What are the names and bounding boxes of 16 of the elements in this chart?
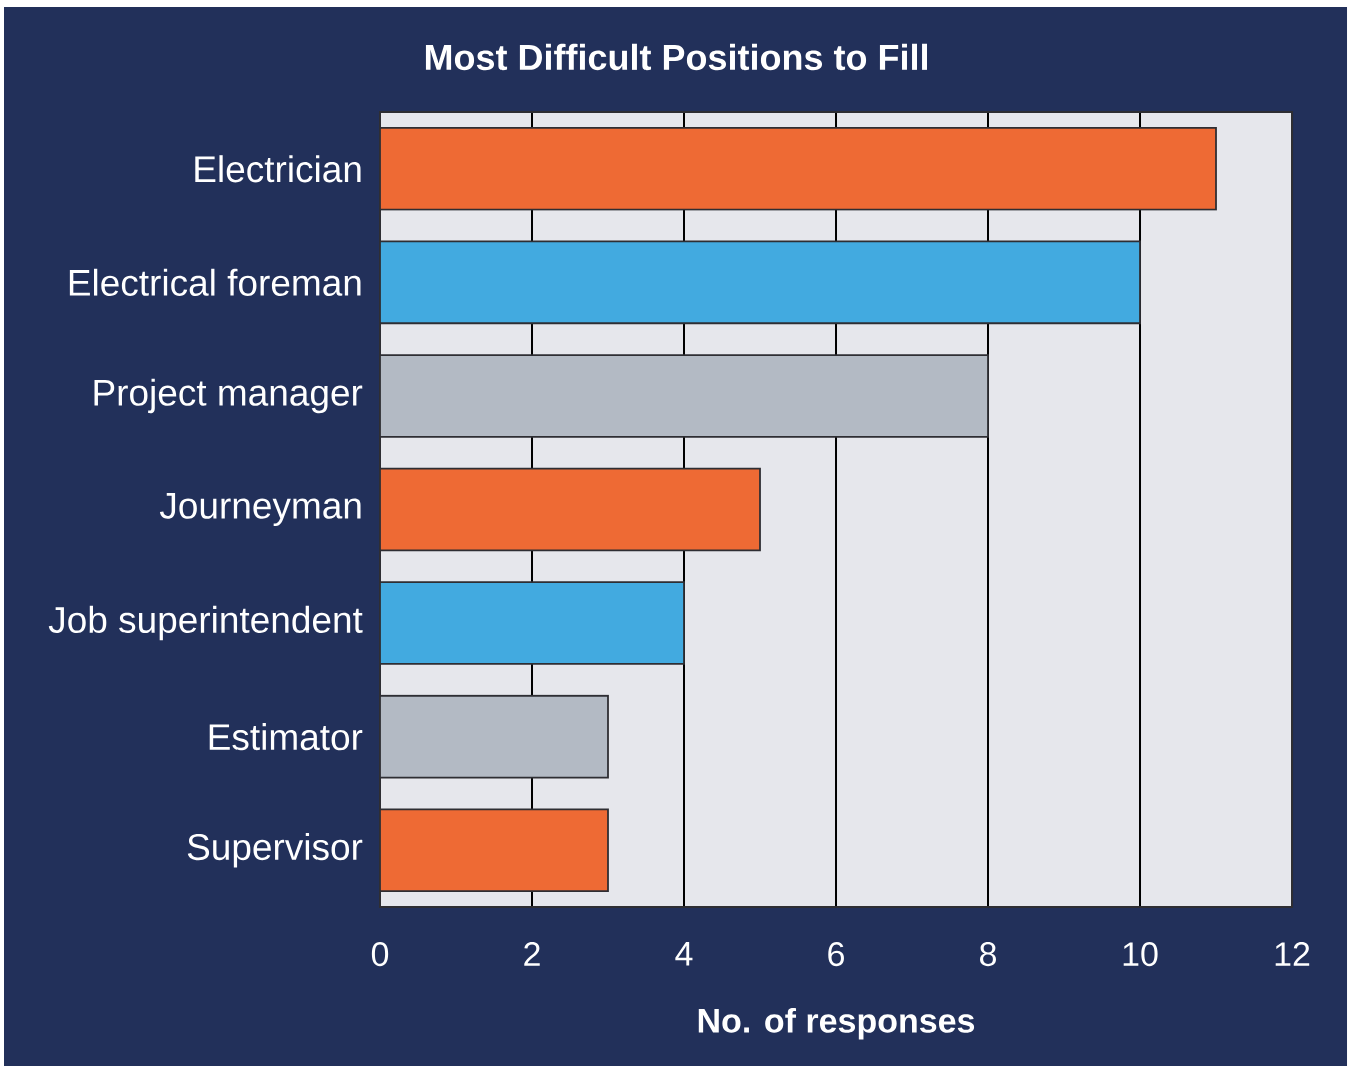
x-tick-label: 6 bbox=[828, 942, 844, 967]
y-tick-label: Supervisor bbox=[187, 832, 363, 868]
x-axis-title: No. of responses bbox=[698, 1007, 975, 1040]
x-tick-label: 2 bbox=[524, 942, 540, 966]
x-tick-label: 8 bbox=[980, 942, 996, 967]
x-tick-label: 0 bbox=[371, 942, 389, 967]
y-tick-label: Electrical foreman bbox=[69, 268, 361, 296]
y-tick-label: Project manager bbox=[94, 378, 363, 414]
y-tick-label: Electrician bbox=[195, 155, 361, 183]
chart-title: Most Difficult Positions to Fill bbox=[425, 43, 927, 71]
y-tick-label: Journeyman bbox=[159, 492, 361, 527]
x-tick-label: 10 bbox=[1123, 942, 1158, 967]
y-tick-label: Estimator bbox=[209, 723, 363, 751]
x-tick-label: 12 bbox=[1275, 942, 1310, 966]
x-tick-label: 4 bbox=[675, 942, 693, 966]
y-tick-label: Job superintendent bbox=[48, 605, 363, 641]
